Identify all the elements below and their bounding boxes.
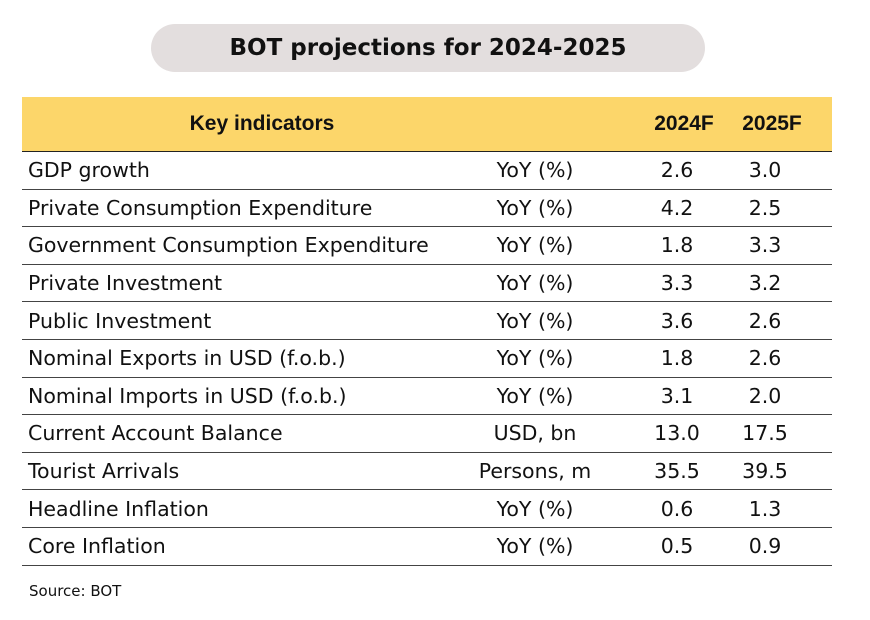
table-row: GDP growth YoY (%) 2.6 3.0 [22,152,832,190]
value-2025-cell: 2.5 [748,195,782,220]
table-row: Current Account Balance USD, bn 13.0 17.5 [22,415,832,453]
unit-cell: YoY (%) [496,496,574,521]
value-2025-cell: 2.6 [748,308,782,333]
indicator-cell: Public Investment [28,308,212,333]
table-row: Core Inflation YoY (%) 0.5 0.9 [22,528,832,566]
value-2025-cell: 3.2 [748,271,782,296]
value-2024-cell: 0.6 [660,496,694,521]
value-2025-cell: 1.3 [748,496,782,521]
value-2025-cell: 39.5 [742,459,788,484]
table-row: Private Consumption Expenditure YoY (%) 4.… [22,190,832,228]
table-row: Private Investment YoY (%) 3.3 3.2 [22,265,832,303]
projections-table: Key indicators 2024F 2025F GDP growth YoY… [22,97,832,566]
unit-cell: YoY (%) [496,158,574,183]
table-row: Tourist Arrivals Persons, m 35.5 39.5 [22,453,832,491]
unit-cell: YoY (%) [496,308,574,333]
value-2025-cell: 2.0 [748,383,782,408]
indicator-cell: Tourist Arrivals [28,459,180,484]
unit-cell: YoY (%) [496,233,574,258]
indicator-cell: Core Inflation [28,534,166,559]
unit-cell: YoY (%) [496,383,574,408]
indicator-cell: Headline Inflation [28,496,209,521]
value-2024-cell: 0.5 [660,534,694,559]
value-2025-cell: 2.6 [748,346,782,371]
value-2024-cell: 13.0 [654,421,700,446]
value-2024-cell: 1.8 [660,233,694,258]
value-2024-cell: 1.8 [660,346,694,371]
unit-cell: Persons, m [478,459,592,484]
value-2024-cell: 3.1 [660,383,694,408]
value-2024-cell: 4.2 [660,195,694,220]
header-key-indicators: Key indicators [189,112,335,135]
table-body: GDP growth YoY (%) 2.6 3.0 Private Consumpti… [22,152,832,566]
table-row: Nominal Exports in USD (f.o.b.) YoY (%) 1.… [22,340,832,378]
value-2024-cell: 3.6 [660,308,694,333]
indicator-cell: Private Consumption Expenditure [28,195,373,220]
page-title: BOT projections for 2024-2025 [151,24,705,72]
value-2024-cell: 2.6 [660,158,694,183]
indicator-cell: Nominal Imports in USD (f.o.b.) [28,383,347,408]
source-note: Source: BOT [29,582,122,600]
indicator-cell: Current Account Balance [28,421,283,446]
table-row: Public Investment YoY (%) 3.6 2.6 [22,302,832,340]
indicator-cell: GDP growth [28,158,150,183]
value-2025-cell: 17.5 [742,421,788,446]
unit-cell: YoY (%) [496,534,574,559]
unit-cell: YoY (%) [496,346,574,371]
indicator-cell: Private Investment [28,271,223,296]
header-2024f: 2024F [654,112,714,135]
value-2025-cell: 0.9 [748,534,782,559]
unit-cell: YoY (%) [496,271,574,296]
unit-cell: YoY (%) [496,195,574,220]
header-2025f: 2025F [742,112,802,135]
table-row: Nominal Imports in USD (f.o.b.) YoY (%) 3.… [22,378,832,416]
indicator-cell: Government Consumption Expenditure [28,233,429,258]
table-row: Headline Inflation YoY (%) 0.6 1.3 [22,490,832,528]
table-row: Government Consumption Expenditure YoY (%… [22,227,832,265]
unit-cell: USD, bn [493,421,577,446]
value-2025-cell: 3.0 [748,158,782,183]
table-header: Key indicators 2024F 2025F [22,97,832,152]
value-2024-cell: 35.5 [654,459,700,484]
value-2025-cell: 3.3 [748,233,782,258]
value-2024-cell: 3.3 [660,271,694,296]
indicator-cell: Nominal Exports in USD (f.o.b.) [28,346,346,371]
